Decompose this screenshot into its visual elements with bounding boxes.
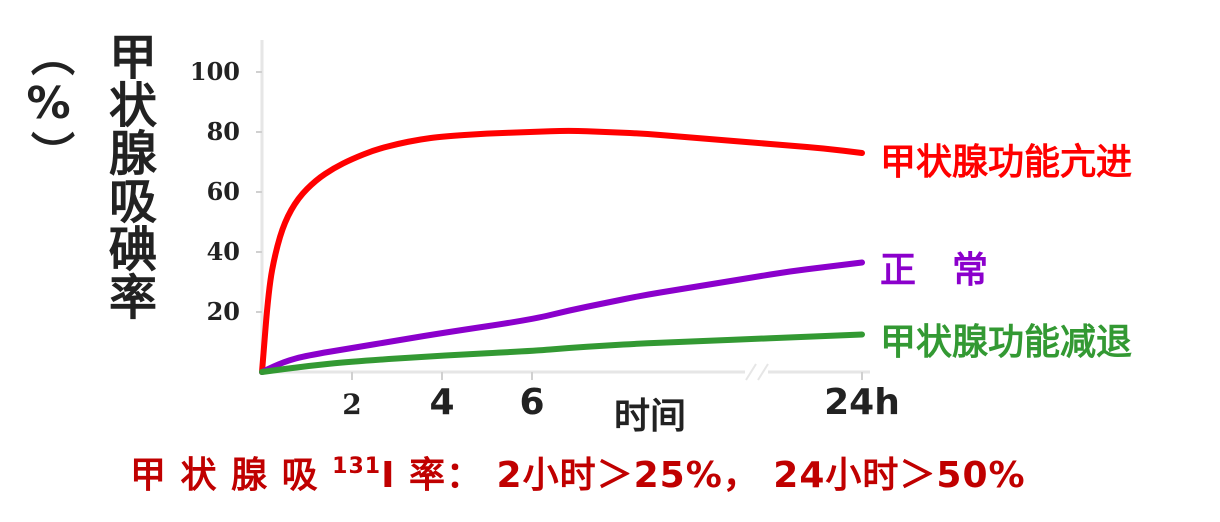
series-label: 正 常 bbox=[880, 250, 988, 291]
x-ticks: 2 4 6 24h bbox=[342, 372, 900, 423]
axis-break-mark bbox=[745, 363, 757, 381]
series-line bbox=[259, 331, 865, 375]
series-label: 甲状腺功能减退 bbox=[880, 322, 1132, 363]
x-tick-label: 4 bbox=[429, 382, 454, 423]
axes bbox=[260, 40, 870, 381]
series-lines bbox=[259, 127, 865, 375]
footer-prefix: 甲 状 腺 吸 bbox=[130, 455, 319, 496]
x-tick-label: 6 bbox=[519, 382, 544, 423]
y-axis-unit: （%） bbox=[23, 32, 74, 177]
footer-suffix: I 率： 2小时＞25%， 24小时＞50% bbox=[381, 455, 1026, 496]
y-tick-label: 100 bbox=[190, 57, 240, 86]
y-axis-title: （%） 甲状腺吸碘率 bbox=[23, 32, 160, 332]
y-tick-label: 80 bbox=[207, 117, 240, 146]
axis-break-mark bbox=[757, 363, 769, 381]
y-axis-label: 甲状腺吸碘率 bbox=[100, 32, 156, 320]
x-tick-label: 2 bbox=[342, 388, 361, 421]
footer-superscript: 131 bbox=[332, 454, 382, 479]
y-tick-label: 60 bbox=[207, 177, 240, 206]
y-ticks: 100 80 60 40 20 bbox=[190, 57, 262, 326]
footer-note: 甲 状 腺 吸 131I 率： 2小时＞25%， 24小时＞50% bbox=[130, 446, 1130, 498]
x-tick-label: 24h bbox=[824, 382, 900, 423]
y-tick-label: 20 bbox=[207, 297, 240, 326]
x-axis-label: 时间 bbox=[614, 396, 686, 437]
series-line bbox=[259, 259, 865, 375]
series-label: 甲状腺功能亢进 bbox=[880, 141, 1132, 183]
y-tick-label: 40 bbox=[207, 237, 240, 266]
series-line bbox=[259, 127, 865, 375]
